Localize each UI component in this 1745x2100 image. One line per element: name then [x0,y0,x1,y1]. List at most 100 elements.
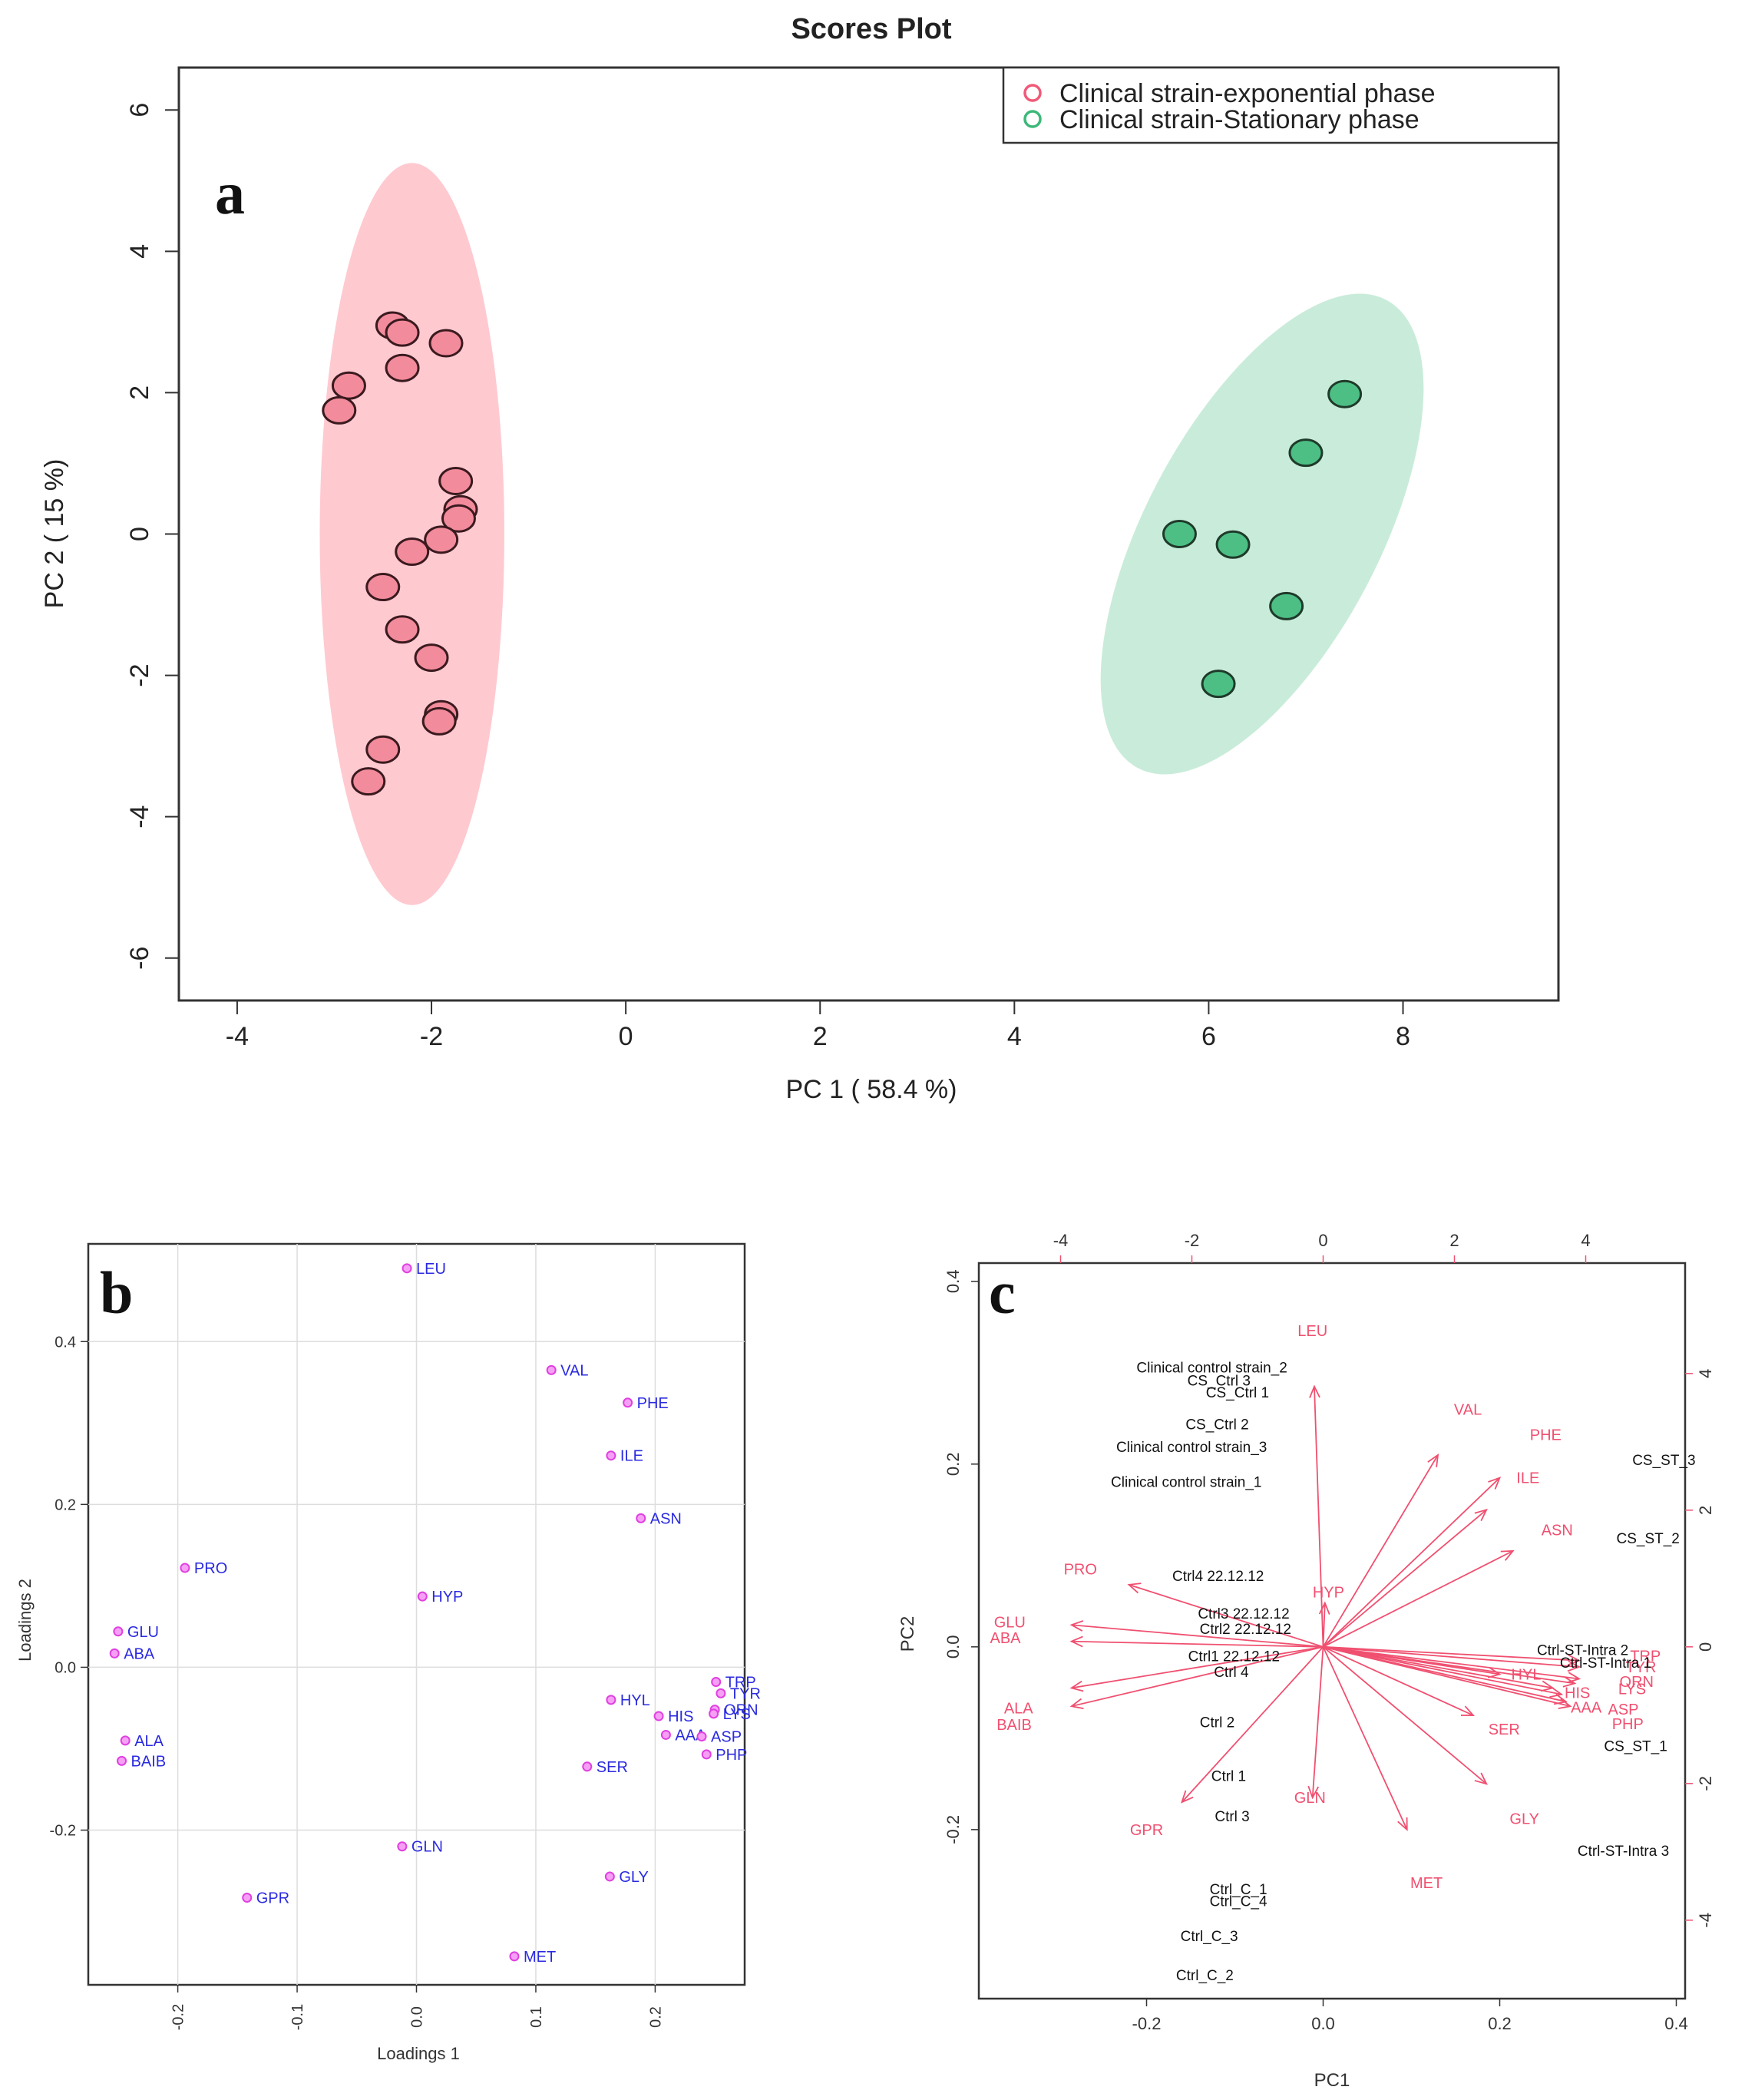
arrow-head [1549,1686,1564,1698]
loading-marker [711,1677,722,1688]
arrow-shaft [1322,1646,1487,1785]
panel-b-y-label: Loadings 2 [15,1579,35,1662]
x-tick-label: 0 [619,1022,633,1051]
exponential-phase-point [331,371,366,400]
confidence-ellipse-stationary [1100,293,1424,775]
loading-point-gly: GLY [604,1869,649,1886]
x-tick-label: 8 [1396,1022,1410,1051]
loading-label: LYS [723,1706,751,1723]
right-tick-label: 4 [1696,1369,1715,1378]
arrow-label: PRO [1064,1562,1097,1579]
panel-b-loadings-plot: -0.2 -0.1 0.0 0.1 0.2 -0.2 0.0 0.2 0.4 LEU VAL PH… [15,1242,761,2063]
loading-arrow-met: MET [1322,1646,1443,1892]
top-tick-label: -2 [1185,1231,1200,1250]
arrow-label: VAL [1454,1401,1482,1418]
arrow-head [1558,1698,1572,1709]
arrow-head [1488,1477,1502,1490]
sample-label: CS_ST_1 [1604,1738,1667,1754]
loading-label: PHE [637,1395,669,1412]
legend-label-stationary: Clinical strain-Stationary phase [1059,105,1419,134]
loading-arrow-trp: TRP [1323,1645,1661,1666]
panel-c-right-axis: -4 -2 0 2 4 [1685,1369,1715,1928]
arrow-head [1127,1582,1142,1594]
x-tick-label: 6 [1201,1022,1216,1051]
arrow-label: GLY [1509,1811,1539,1828]
exponential-phase-point [414,643,449,673]
arrow-shaft [1323,1645,1580,1680]
y-tick-label: 0.2 [944,1453,963,1477]
arrow-label: BAIB [996,1717,1032,1734]
arrow-label: ORN [1620,1674,1654,1691]
sample-label: Ctrl-ST-Intra 2 [1537,1642,1628,1659]
exponential-phase-point [424,525,459,554]
x-tick-label: -0.2 [1132,2014,1162,2033]
y-tick-label: 0.0 [944,1635,963,1659]
x-tick-label: 4 [1007,1022,1022,1051]
arrow-head [1309,1384,1320,1398]
y-tick-label: 0.2 [55,1496,76,1513]
loading-point-his: HIS [653,1708,693,1725]
loading-marker [623,1397,633,1408]
loading-point-hyl: HYL [606,1692,650,1709]
panel-a-points [322,311,1363,796]
right-tick-label: -2 [1696,1776,1715,1791]
loading-marker [582,1761,593,1772]
top-tick-label: 4 [1581,1231,1590,1250]
arrow-label: HIS [1565,1685,1590,1701]
loading-arrow-ile: ILE [1322,1470,1539,1648]
panel-a-title: Scores Plot [791,13,951,45]
sample-label: Ctrl4 22.12.12 [1172,1569,1264,1585]
loading-point-leu: LEU [402,1261,446,1278]
sample-label: Ctrl 4 [1214,1665,1249,1681]
loading-marker [509,1951,520,1962]
arrow-shaft [1129,1584,1324,1648]
arrow-shaft [1322,1602,1326,1647]
arrow-shaft [1311,1646,1324,1798]
arrow-head [1567,1660,1581,1672]
loading-point-glu: GLU [113,1624,159,1641]
loading-point-gln: GLN [397,1839,443,1856]
exponential-phase-point [365,735,401,764]
loading-label: HIS [668,1708,693,1725]
loading-arrow-asp: ASP [1323,1645,1639,1718]
loading-point-asp: ASP [696,1729,742,1746]
arrow-shaft [1071,1645,1324,1708]
stationary-phase-point [1288,438,1324,468]
arrow-shaft [1071,1645,1324,1689]
y-tick-label: 0.4 [944,1270,963,1294]
exponential-phase-point [351,767,386,796]
loading-arrow-tyr: TYR [1323,1645,1657,1676]
x-tick-label: 0.0 [409,2006,426,2028]
panel-c-x-axis: -0.2 0.0 0.2 0.4 [1132,1999,1688,2033]
exponential-phase-point [395,537,430,567]
arrow-label: PHE [1530,1427,1562,1444]
exponential-phase-point [365,573,401,602]
arrow-head [1562,1676,1577,1688]
loading-point-ile: ILE [606,1448,643,1465]
panel-c-letter: c [989,1259,1016,1326]
panel-b-y-axis: -0.2 0.0 0.2 0.4 [50,1334,88,1840]
sample-label: CS_ST_2 [1617,1531,1680,1547]
exponential-phase-point [441,504,476,533]
y-tick-label: 0.4 [55,1334,76,1351]
loading-arrow-hyp: HYP [1313,1584,1344,1647]
x-tick-label: -0.2 [170,2004,187,2030]
loading-marker [606,1695,616,1705]
arrow-label: GLU [994,1615,1026,1632]
panel-c-top-axis: -4 -2 0 2 4 [1053,1231,1591,1263]
arrow-label: ALA [1004,1701,1033,1718]
loading-point-ala: ALA [120,1733,164,1750]
arrow-head [1069,1620,1084,1632]
arrow-label: TYR [1626,1659,1657,1676]
x-tick-label: -4 [226,1022,249,1051]
loading-label: HYP [431,1589,463,1606]
y-tick-label: -2 [125,663,154,686]
sample-label: Ctrl3 22.12.12 [1198,1606,1289,1622]
confidence-ellipse-exponential [319,163,504,905]
loading-point-val: VAL [546,1362,588,1379]
loading-arrow-aba: ABA [990,1630,1324,1648]
arrow-head [1474,1772,1488,1785]
loading-label: BAIB [131,1753,167,1770]
loading-marker [653,1711,664,1721]
arrow-label: LYS [1618,1682,1646,1698]
